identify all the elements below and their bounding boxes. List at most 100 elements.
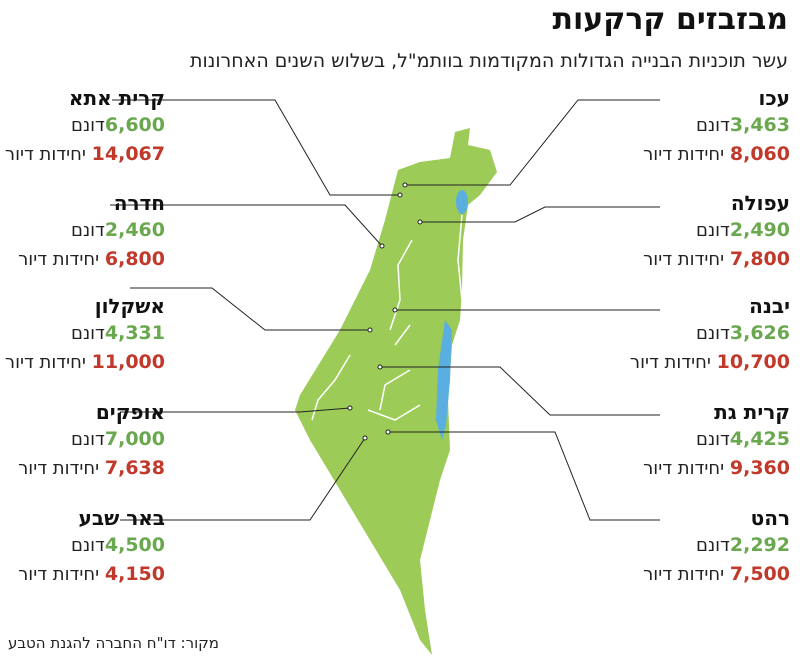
housing-value: 9,360 xyxy=(729,457,790,479)
city-name: אשקלון xyxy=(94,294,165,318)
city-block: קרית גת 4,425דונם 9,360 יחידות דיור xyxy=(625,400,790,486)
housing-unit: יחידות דיור xyxy=(643,564,725,585)
area-unit: דונם xyxy=(71,220,105,241)
area-unit: דונם xyxy=(696,535,730,556)
area-value: 4,500 xyxy=(104,534,165,556)
housing-value: 10,700 xyxy=(716,351,790,373)
area-row: 4,331דונם xyxy=(0,322,165,351)
area-unit: דונם xyxy=(696,429,730,450)
housing-unit: יחידות דיור xyxy=(18,458,100,479)
housing-row: 7,800 יחידות דיור xyxy=(625,248,790,277)
area-row: 3,626דונם xyxy=(625,322,790,351)
housing-value: 4,150 xyxy=(104,563,165,585)
area-value: 4,425 xyxy=(729,428,790,450)
dead-sea xyxy=(436,320,452,440)
housing-row: 8,060 יחידות דיור xyxy=(625,143,790,172)
area-row: 6,600דונם xyxy=(0,114,165,143)
city-block: אשקלון 4,331דונם 11,000 יחידות דיור xyxy=(0,294,165,380)
housing-value: 6,800 xyxy=(104,248,165,270)
connector xyxy=(110,204,383,247)
area-value: 2,460 xyxy=(104,219,165,241)
housing-row: 4,150 יחידות דיור xyxy=(0,563,165,592)
city-point xyxy=(402,182,408,188)
connector xyxy=(112,99,400,196)
connector xyxy=(388,431,660,521)
city-name: עפולה xyxy=(730,191,790,215)
source: מקור: דו"ח החברה להגנת הטבע xyxy=(8,634,219,652)
city-name: קרית גת xyxy=(714,400,790,424)
housing-row: 9,360 יחידות דיור xyxy=(625,457,790,486)
city-block: עכו 3,463דונם 8,060 יחידות דיור xyxy=(625,86,790,172)
city-name: עכו xyxy=(758,86,790,110)
housing-unit: יחידות דיור xyxy=(4,144,86,165)
city-name: יבנה xyxy=(749,294,790,318)
area-unit: דונם xyxy=(71,535,105,556)
area-unit: דונם xyxy=(696,220,730,241)
area-unit: דונם xyxy=(696,115,730,136)
housing-unit: יחידות דיור xyxy=(18,249,100,270)
city-block: קרית אתא 6,600דונם 14,067 יחידות דיור xyxy=(0,86,165,172)
area-unit: דונם xyxy=(71,323,105,344)
housing-value: 7,800 xyxy=(729,248,790,270)
city-block: חדרה 2,460דונם 6,800 יחידות דיור xyxy=(0,191,165,277)
city-name: חדרה xyxy=(113,191,165,215)
city-name: באר שבע xyxy=(78,506,165,530)
housing-unit: יחידות דיור xyxy=(643,144,725,165)
housing-unit: יחידות דיור xyxy=(4,352,86,373)
area-value: 7,000 xyxy=(104,428,165,450)
city-point xyxy=(362,435,368,441)
housing-value: 14,067 xyxy=(91,143,165,165)
river xyxy=(311,214,463,421)
title: מבזבזים קרקעות xyxy=(552,2,788,37)
area-value: 3,463 xyxy=(729,114,790,136)
city-point xyxy=(417,219,423,225)
city-point xyxy=(385,429,391,435)
city-name: רהט xyxy=(750,506,790,530)
connector xyxy=(380,366,660,416)
area-row: 7,000דונם xyxy=(0,428,165,457)
housing-value: 8,060 xyxy=(729,143,790,165)
area-value: 2,292 xyxy=(729,534,790,556)
city-point xyxy=(377,364,383,370)
housing-row: 14,067 יחידות דיור xyxy=(0,143,165,172)
area-unit: דונם xyxy=(696,323,730,344)
city-block: עפולה 2,490דונם 7,800 יחידות דיור xyxy=(625,191,790,277)
area-unit: דונם xyxy=(71,115,105,136)
area-value: 2,490 xyxy=(729,219,790,241)
area-row: 4,500דונם xyxy=(0,534,165,563)
housing-unit: יחידות דיור xyxy=(643,249,725,270)
sea-of-galilee xyxy=(456,190,468,214)
connector xyxy=(405,99,660,186)
connector xyxy=(120,437,366,521)
housing-value: 11,000 xyxy=(91,351,165,373)
housing-unit: יחידות דיור xyxy=(629,352,711,373)
subtitle: עשר תוכניות הבנייה הגדולות המקודמות בוות… xyxy=(190,50,788,72)
connector xyxy=(130,287,370,331)
connector xyxy=(120,407,351,413)
city-point xyxy=(392,307,398,313)
area-row: 2,292דונם xyxy=(625,534,790,563)
housing-row: 11,000 יחידות דיור xyxy=(0,351,165,380)
area-value: 3,626 xyxy=(729,322,790,344)
city-name: אופקים xyxy=(95,400,165,424)
city-block: יבנה 3,626דונם 10,700 יחידות דיור xyxy=(625,294,790,380)
city-block: רהט 2,292דונם 7,500 יחידות דיור xyxy=(625,506,790,592)
area-value: 4,331 xyxy=(104,322,165,344)
area-row: 2,460דונם xyxy=(0,219,165,248)
housing-value: 7,638 xyxy=(104,457,165,479)
city-block: אופקים 7,000דונם 7,638 יחידות דיור xyxy=(0,400,165,486)
area-unit: דונם xyxy=(71,429,105,450)
area-value: 6,600 xyxy=(104,114,165,136)
housing-row: 7,500 יחידות דיור xyxy=(625,563,790,592)
connector xyxy=(420,206,660,223)
housing-row: 6,800 יחידות דיור xyxy=(0,248,165,277)
area-row: 2,490דונם xyxy=(625,219,790,248)
housing-row: 10,700 יחידות דיור xyxy=(625,351,790,380)
area-row: 4,425דונם xyxy=(625,428,790,457)
housing-value: 7,500 xyxy=(729,563,790,585)
housing-unit: יחידות דיור xyxy=(643,458,725,479)
area-row: 3,463דונם xyxy=(625,114,790,143)
housing-unit: יחידות דיור xyxy=(18,564,100,585)
